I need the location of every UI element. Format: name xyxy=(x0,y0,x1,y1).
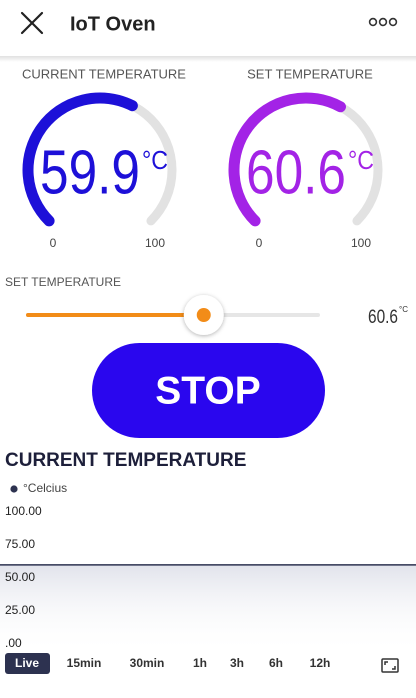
gauge-value: 60.6 xyxy=(246,138,346,207)
range-button-label[interactable]: 30min xyxy=(130,656,165,670)
gauge-value: 59.9 xyxy=(40,138,140,207)
y-tick-label: 100.00 xyxy=(5,504,42,518)
gauge-min: 0 xyxy=(50,236,57,250)
y-tick-label: 75.00 xyxy=(5,537,35,551)
slider-knob-dot xyxy=(196,308,211,322)
range-button-label[interactable]: Live xyxy=(15,656,39,670)
range-button-label[interactable]: 6h xyxy=(269,656,283,670)
slider-value: 60.6 xyxy=(368,307,398,328)
header xyxy=(0,0,416,56)
stop-button-label[interactable]: STOP xyxy=(155,369,260,412)
more-button[interactable] xyxy=(368,17,398,27)
header-shadow xyxy=(0,56,416,62)
gauge-label: SET TEMPERATURE xyxy=(247,66,373,81)
range-button[interactable]: 1h xyxy=(193,656,207,670)
gauge-min: 0 xyxy=(256,236,263,250)
range-button-label[interactable]: 3h xyxy=(230,656,244,670)
chart-title: CURRENT TEMPERATURE xyxy=(5,450,246,471)
stop-button[interactable]: STOP xyxy=(92,343,325,438)
range-button[interactable]: 12h xyxy=(310,656,331,670)
range-button-bg xyxy=(5,653,50,674)
range-button[interactable]: Live xyxy=(5,653,50,674)
legend-dot xyxy=(10,485,18,493)
gauge-value-arc xyxy=(22,92,138,227)
slider-unit: °C xyxy=(399,305,408,314)
legend-label: °Celcius xyxy=(23,481,67,495)
range-button-label[interactable]: 1h xyxy=(193,656,207,670)
gauge-max: 100 xyxy=(145,236,165,250)
gauge-label: CURRENT TEMPERATURE xyxy=(22,66,186,81)
range-button[interactable]: 6h xyxy=(269,656,283,670)
range-button-label[interactable]: 15min xyxy=(67,656,102,670)
gauge-unit: °C xyxy=(142,145,168,175)
y-tick-label: 25.00 xyxy=(5,603,35,617)
range-button[interactable]: 3h xyxy=(230,656,244,670)
gauge-unit: °C xyxy=(348,145,374,175)
slider-label: SET TEMPERATURE xyxy=(5,275,121,289)
range-button[interactable]: 30min xyxy=(130,656,165,670)
gauge-value-arc xyxy=(228,92,346,227)
area xyxy=(0,564,416,654)
stop-button-bg[interactable] xyxy=(92,343,325,438)
expand-button[interactable] xyxy=(381,658,399,673)
gauge-max: 100 xyxy=(351,236,371,250)
range-button[interactable]: 15min xyxy=(67,656,102,670)
close-button[interactable] xyxy=(20,11,44,35)
slider-knob[interactable] xyxy=(183,295,224,335)
range-button-label[interactable]: 12h xyxy=(310,656,331,670)
y-tick-label: .00 xyxy=(5,636,22,650)
app-title: IoT Oven xyxy=(70,13,156,35)
y-tick-label: 50.00 xyxy=(5,570,35,584)
